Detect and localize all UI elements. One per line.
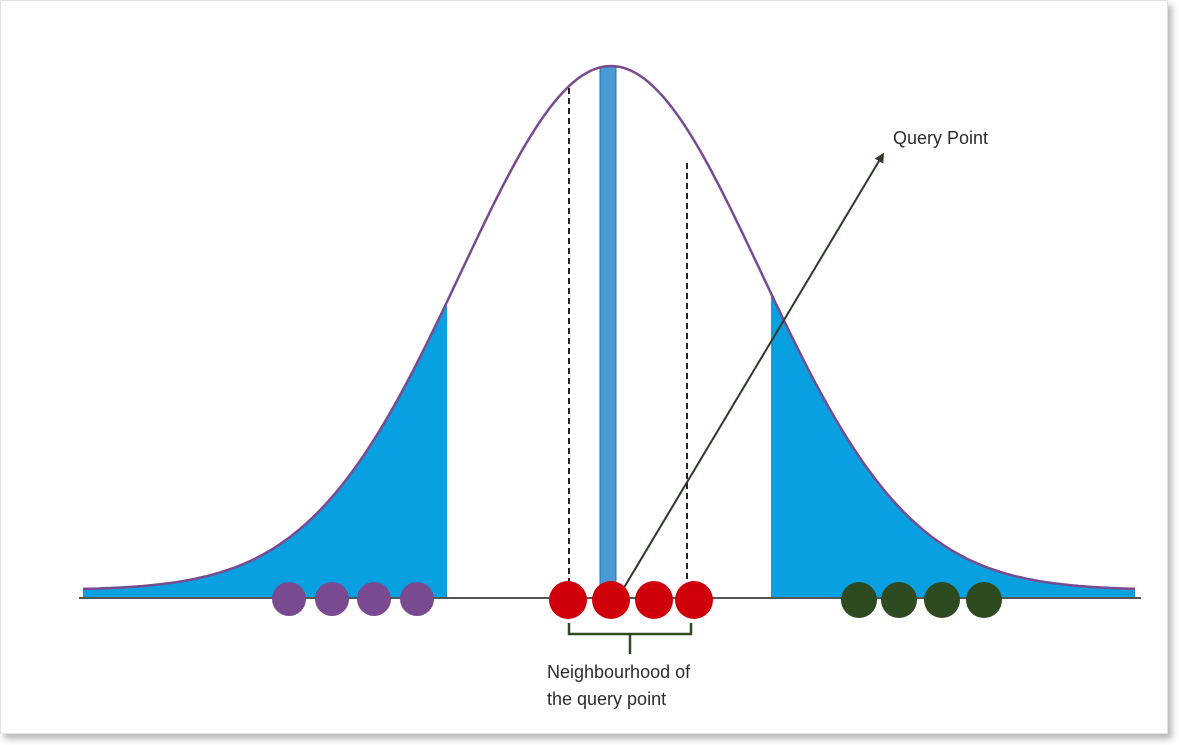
neighbourhood-label-line2: the query point xyxy=(547,689,666,709)
right-point-group xyxy=(841,582,1002,618)
green-point xyxy=(881,582,917,618)
purple-point xyxy=(272,582,306,616)
neighbourhood-point-group xyxy=(549,581,713,619)
neighbourhood-label-line1: Neighbourhood of xyxy=(547,662,691,682)
diagram-frame: Query Point Neighbourhood of the query p… xyxy=(0,0,1168,734)
purple-point xyxy=(400,582,434,616)
red-point xyxy=(675,581,713,619)
left-tail-area xyxy=(83,301,447,598)
purple-point xyxy=(357,582,391,616)
gaussian-neighbourhood-diagram: Query Point Neighbourhood of the query p… xyxy=(79,64,1141,709)
green-point xyxy=(924,582,960,618)
query-point-label: Query Point xyxy=(893,128,988,148)
purple-point xyxy=(315,582,349,616)
green-point xyxy=(966,582,1002,618)
left-point-group xyxy=(272,582,434,616)
query-point-bar xyxy=(599,66,617,599)
red-point xyxy=(635,581,673,619)
neighbourhood-bracket xyxy=(567,623,693,654)
green-point xyxy=(841,582,877,618)
right-tail-area xyxy=(771,293,1135,598)
query-point-arrow xyxy=(621,152,885,592)
red-point xyxy=(549,581,587,619)
gaussian-curve xyxy=(82,64,1136,591)
query-point xyxy=(592,581,630,619)
